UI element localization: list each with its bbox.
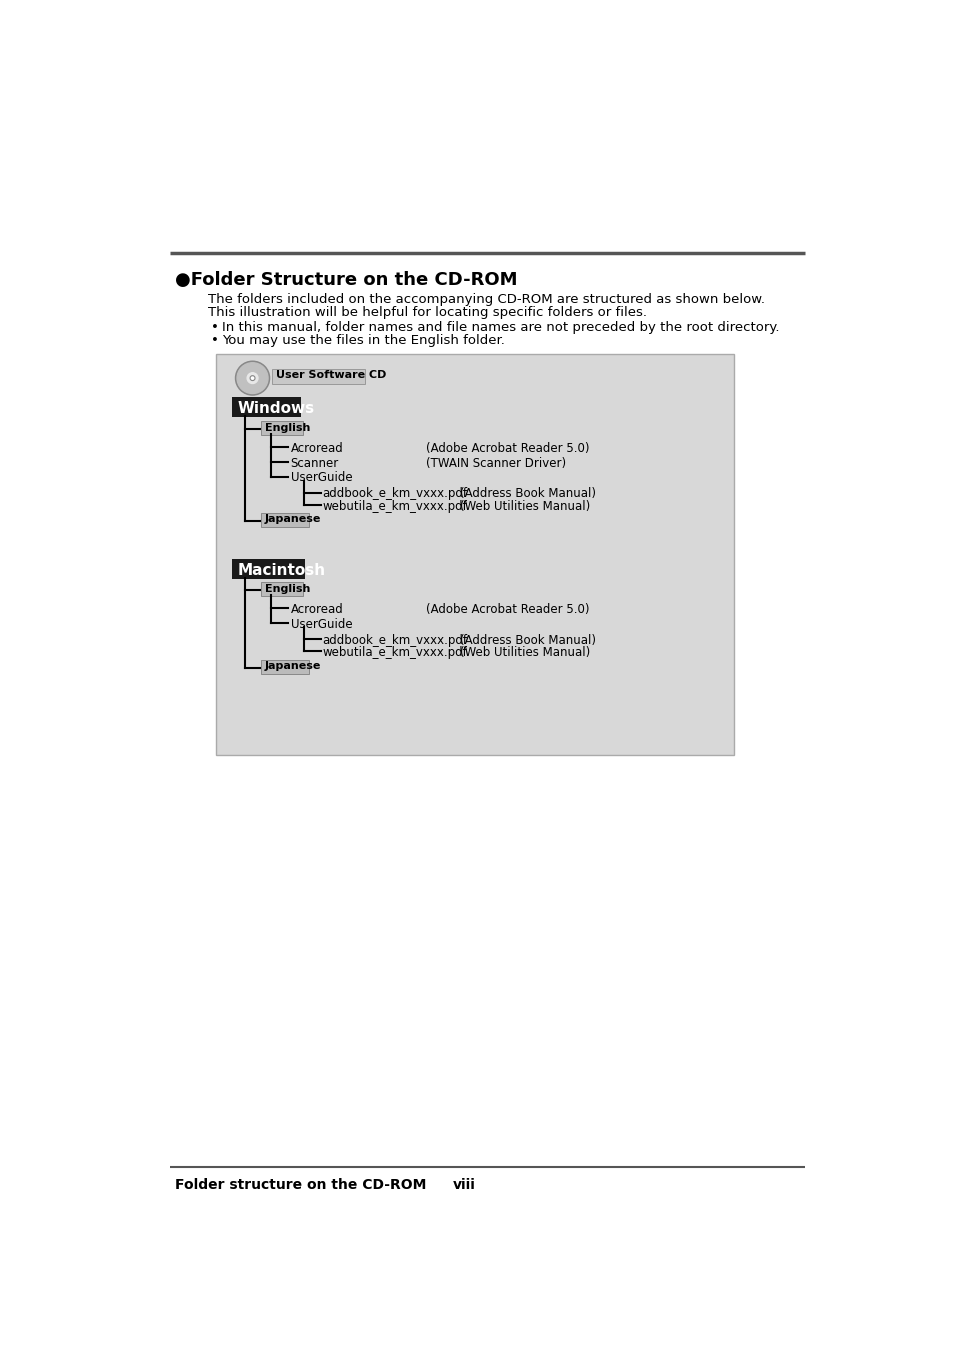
Text: Acroread: Acroread: [291, 442, 343, 456]
Text: This illustration will be helpful for locating specific folders or files.: This illustration will be helpful for lo…: [208, 306, 647, 318]
Text: English: English: [265, 423, 310, 433]
Text: Windows: Windows: [237, 402, 314, 417]
Text: (Web Utilities Manual): (Web Utilities Manual): [459, 646, 590, 659]
Text: In this manual, folder names and file names are not preceded by the root directo: In this manual, folder names and file na…: [221, 321, 779, 334]
Text: webutila_e_km_vxxx.pdf: webutila_e_km_vxxx.pdf: [322, 500, 467, 512]
FancyBboxPatch shape: [261, 421, 303, 435]
Text: Japanese: Japanese: [265, 662, 321, 671]
Circle shape: [252, 377, 253, 379]
Text: •: •: [211, 321, 218, 334]
Text: Acroread: Acroread: [291, 603, 343, 616]
Text: (Web Utilities Manual): (Web Utilities Manual): [459, 500, 590, 512]
Text: Japanese: Japanese: [265, 515, 321, 524]
Text: (Address Book Manual): (Address Book Manual): [459, 634, 596, 647]
Text: (Adobe Acrobat Reader 5.0): (Adobe Acrobat Reader 5.0): [426, 603, 589, 616]
FancyBboxPatch shape: [261, 582, 303, 596]
Text: webutila_e_km_vxxx.pdf: webutila_e_km_vxxx.pdf: [322, 646, 467, 659]
Text: (TWAIN Scanner Driver): (TWAIN Scanner Driver): [426, 457, 566, 469]
FancyBboxPatch shape: [233, 559, 305, 580]
Text: addbook_e_km_vxxx.pdf: addbook_e_km_vxxx.pdf: [322, 634, 467, 647]
Text: addbook_e_km_vxxx.pdf: addbook_e_km_vxxx.pdf: [322, 488, 467, 500]
FancyBboxPatch shape: [233, 398, 300, 418]
Text: Scanner: Scanner: [291, 457, 338, 469]
Text: (Address Book Manual): (Address Book Manual): [459, 488, 596, 500]
Text: viii: viii: [452, 1178, 475, 1192]
Text: UserGuide: UserGuide: [291, 472, 352, 484]
Text: ●Folder Structure on the CD-ROM: ●Folder Structure on the CD-ROM: [174, 271, 517, 288]
FancyBboxPatch shape: [272, 369, 365, 384]
Text: Folder structure on the CD-ROM: Folder structure on the CD-ROM: [174, 1178, 426, 1192]
Text: User Software CD: User Software CD: [275, 371, 386, 380]
Circle shape: [236, 363, 268, 394]
FancyBboxPatch shape: [216, 355, 733, 755]
Text: The folders included on the accompanying CD-ROM are structured as shown below.: The folders included on the accompanying…: [208, 293, 764, 306]
Text: •: •: [211, 334, 218, 348]
Text: (Adobe Acrobat Reader 5.0): (Adobe Acrobat Reader 5.0): [426, 442, 589, 456]
Text: Macintosh: Macintosh: [237, 563, 326, 578]
FancyBboxPatch shape: [261, 661, 309, 674]
FancyBboxPatch shape: [261, 512, 309, 527]
Circle shape: [235, 361, 270, 395]
Circle shape: [250, 376, 254, 380]
Text: You may use the files in the English folder.: You may use the files in the English fol…: [221, 334, 504, 348]
Circle shape: [247, 373, 257, 384]
Text: UserGuide: UserGuide: [291, 617, 352, 631]
Text: English: English: [265, 584, 310, 593]
